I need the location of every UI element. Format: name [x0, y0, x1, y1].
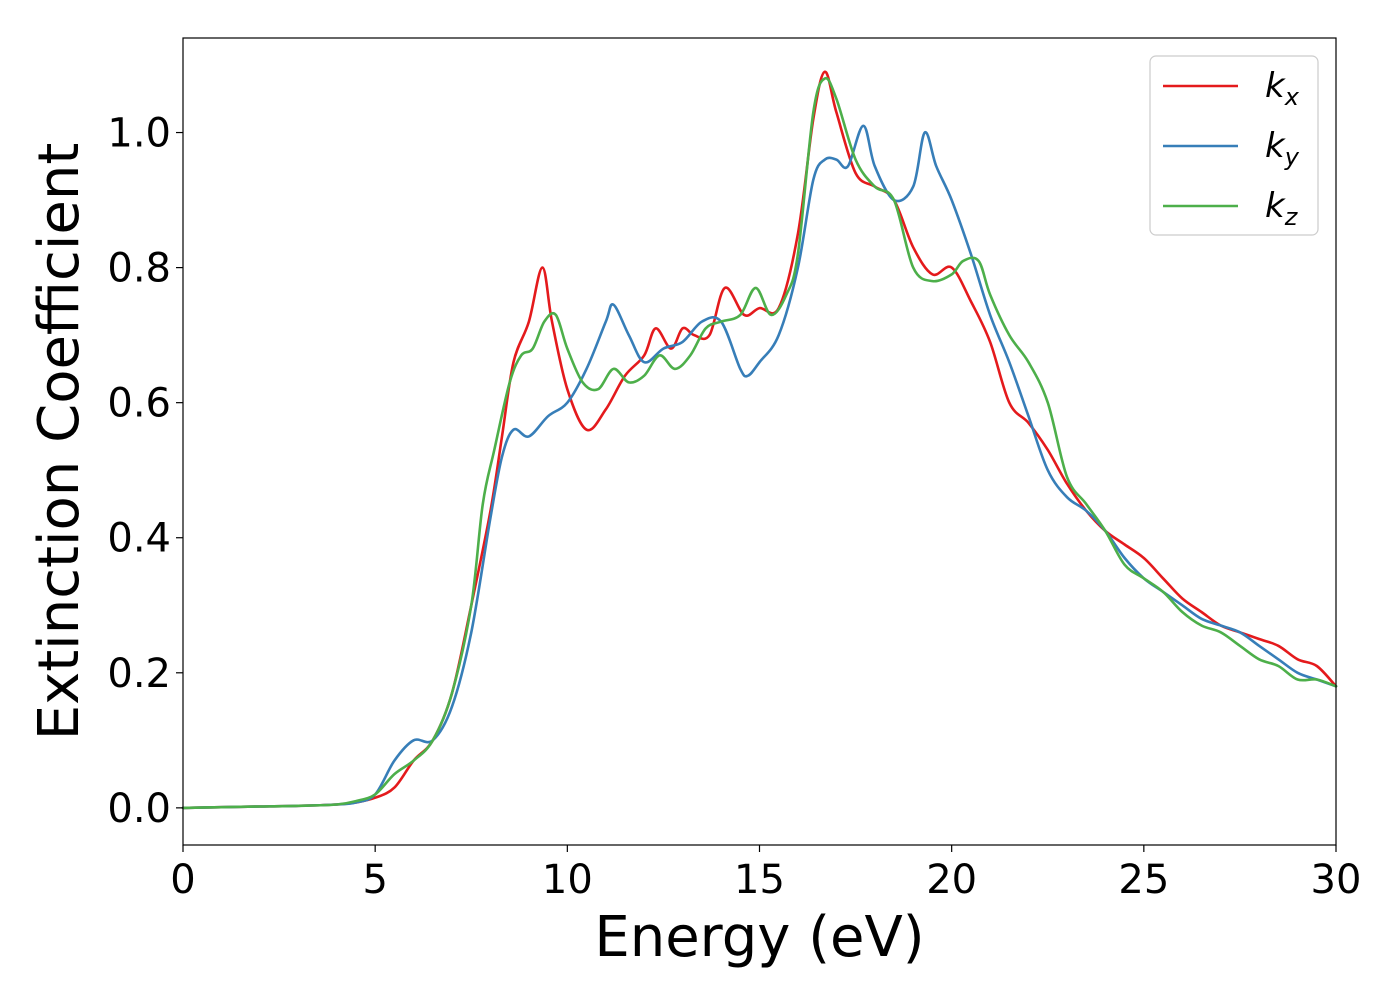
x-tick-label: 0	[170, 857, 195, 903]
x-tick-label: 25	[1118, 857, 1169, 903]
y-axis-ticks: 0.0 0.2 0.4 0.6 0.8 1.0	[107, 111, 183, 832]
x-axis-title: Energy (eV)	[594, 905, 924, 970]
legend-label: kx	[1265, 66, 1300, 111]
legend-entry-kz: kz	[1163, 186, 1299, 231]
x-tick-label: 10	[542, 857, 593, 903]
series-line-ky	[181, 124, 1338, 810]
y-tick-label: 0.8	[107, 246, 171, 292]
x-tick-label: 5	[362, 857, 387, 903]
legend-entry-kx: kx	[1163, 66, 1300, 111]
x-tick-label: 30	[1311, 857, 1362, 903]
legend-label: ky	[1265, 126, 1300, 171]
legend-label: kz	[1265, 186, 1299, 231]
x-tick-label: 20	[926, 857, 977, 903]
y-tick-label: 0.4	[107, 516, 171, 562]
legend-entry-ky: ky	[1163, 126, 1300, 171]
y-axis-title: Extinction Coefficient	[27, 143, 92, 741]
x-axis-ticks: 0 5 10 15 20 25 30	[170, 845, 1361, 903]
legend-items: kx ky kz	[1163, 66, 1300, 231]
y-tick-label: 0.6	[107, 381, 171, 427]
y-tick-label: 0.0	[107, 786, 171, 832]
legend: kx ky kz	[1149, 55, 1319, 236]
y-tick-label: 0.2	[107, 651, 171, 697]
y-tick-label: 1.0	[107, 111, 171, 157]
series-layer	[181, 70, 1338, 810]
series-line-kz	[181, 76, 1338, 810]
x-tick-label: 15	[734, 857, 785, 903]
plot-background	[183, 38, 1336, 845]
